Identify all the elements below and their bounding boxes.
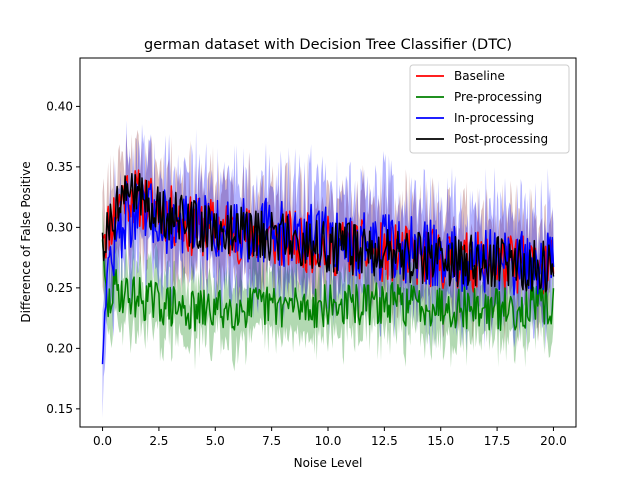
chart-title: german dataset with Decision Tree Classi… — [144, 37, 512, 53]
x-tick-label: 5.0 — [206, 434, 225, 448]
y-tick-label: 0.20 — [46, 341, 73, 355]
x-tick-label: 0.0 — [93, 434, 112, 448]
plot-area — [101, 120, 555, 419]
x-tick-label: 20.0 — [540, 434, 567, 448]
x-axis-label: Noise Level — [294, 456, 363, 470]
y-tick-label: 0.30 — [46, 220, 73, 234]
series-line-baseline — [101, 169, 555, 296]
legend-label: Baseline — [454, 69, 505, 83]
legend-label: Pre-processing — [454, 90, 542, 104]
y-axis: 0.15 0.20 0.25 0.30 0.35 0.40 — [46, 99, 80, 416]
band-in-processing — [102, 120, 554, 419]
series-line-pre-processing — [101, 239, 555, 332]
x-tick-label: 15.0 — [427, 434, 454, 448]
y-tick-label: 0.35 — [46, 160, 73, 174]
y-tick-label: 0.25 — [46, 281, 73, 295]
x-axis: 0.0 2.5 5.0 7.5 10.0 12.5 15.0 17.5 20.0 — [93, 427, 567, 448]
x-tick-label: 12.5 — [371, 434, 398, 448]
band-pre-processing — [102, 206, 554, 372]
legend: Baseline Pre-processing In-processing Post-… — [409, 64, 570, 154]
legend-box — [409, 64, 570, 154]
x-tick-label: 2.5 — [149, 434, 168, 448]
y-tick-label: 0.15 — [46, 402, 73, 416]
band-baseline — [102, 129, 554, 348]
x-tick-label: 10.0 — [315, 434, 342, 448]
series-line-post-processing — [101, 172, 555, 293]
x-tick-label: 7.5 — [262, 434, 281, 448]
legend-label: Post-processing — [454, 132, 548, 146]
y-axis-label: Difference of False Positive — [19, 161, 33, 322]
x-tick-label: 17.5 — [484, 434, 511, 448]
legend-label: In-processing — [454, 111, 534, 125]
y-tick-label: 0.40 — [46, 99, 73, 113]
